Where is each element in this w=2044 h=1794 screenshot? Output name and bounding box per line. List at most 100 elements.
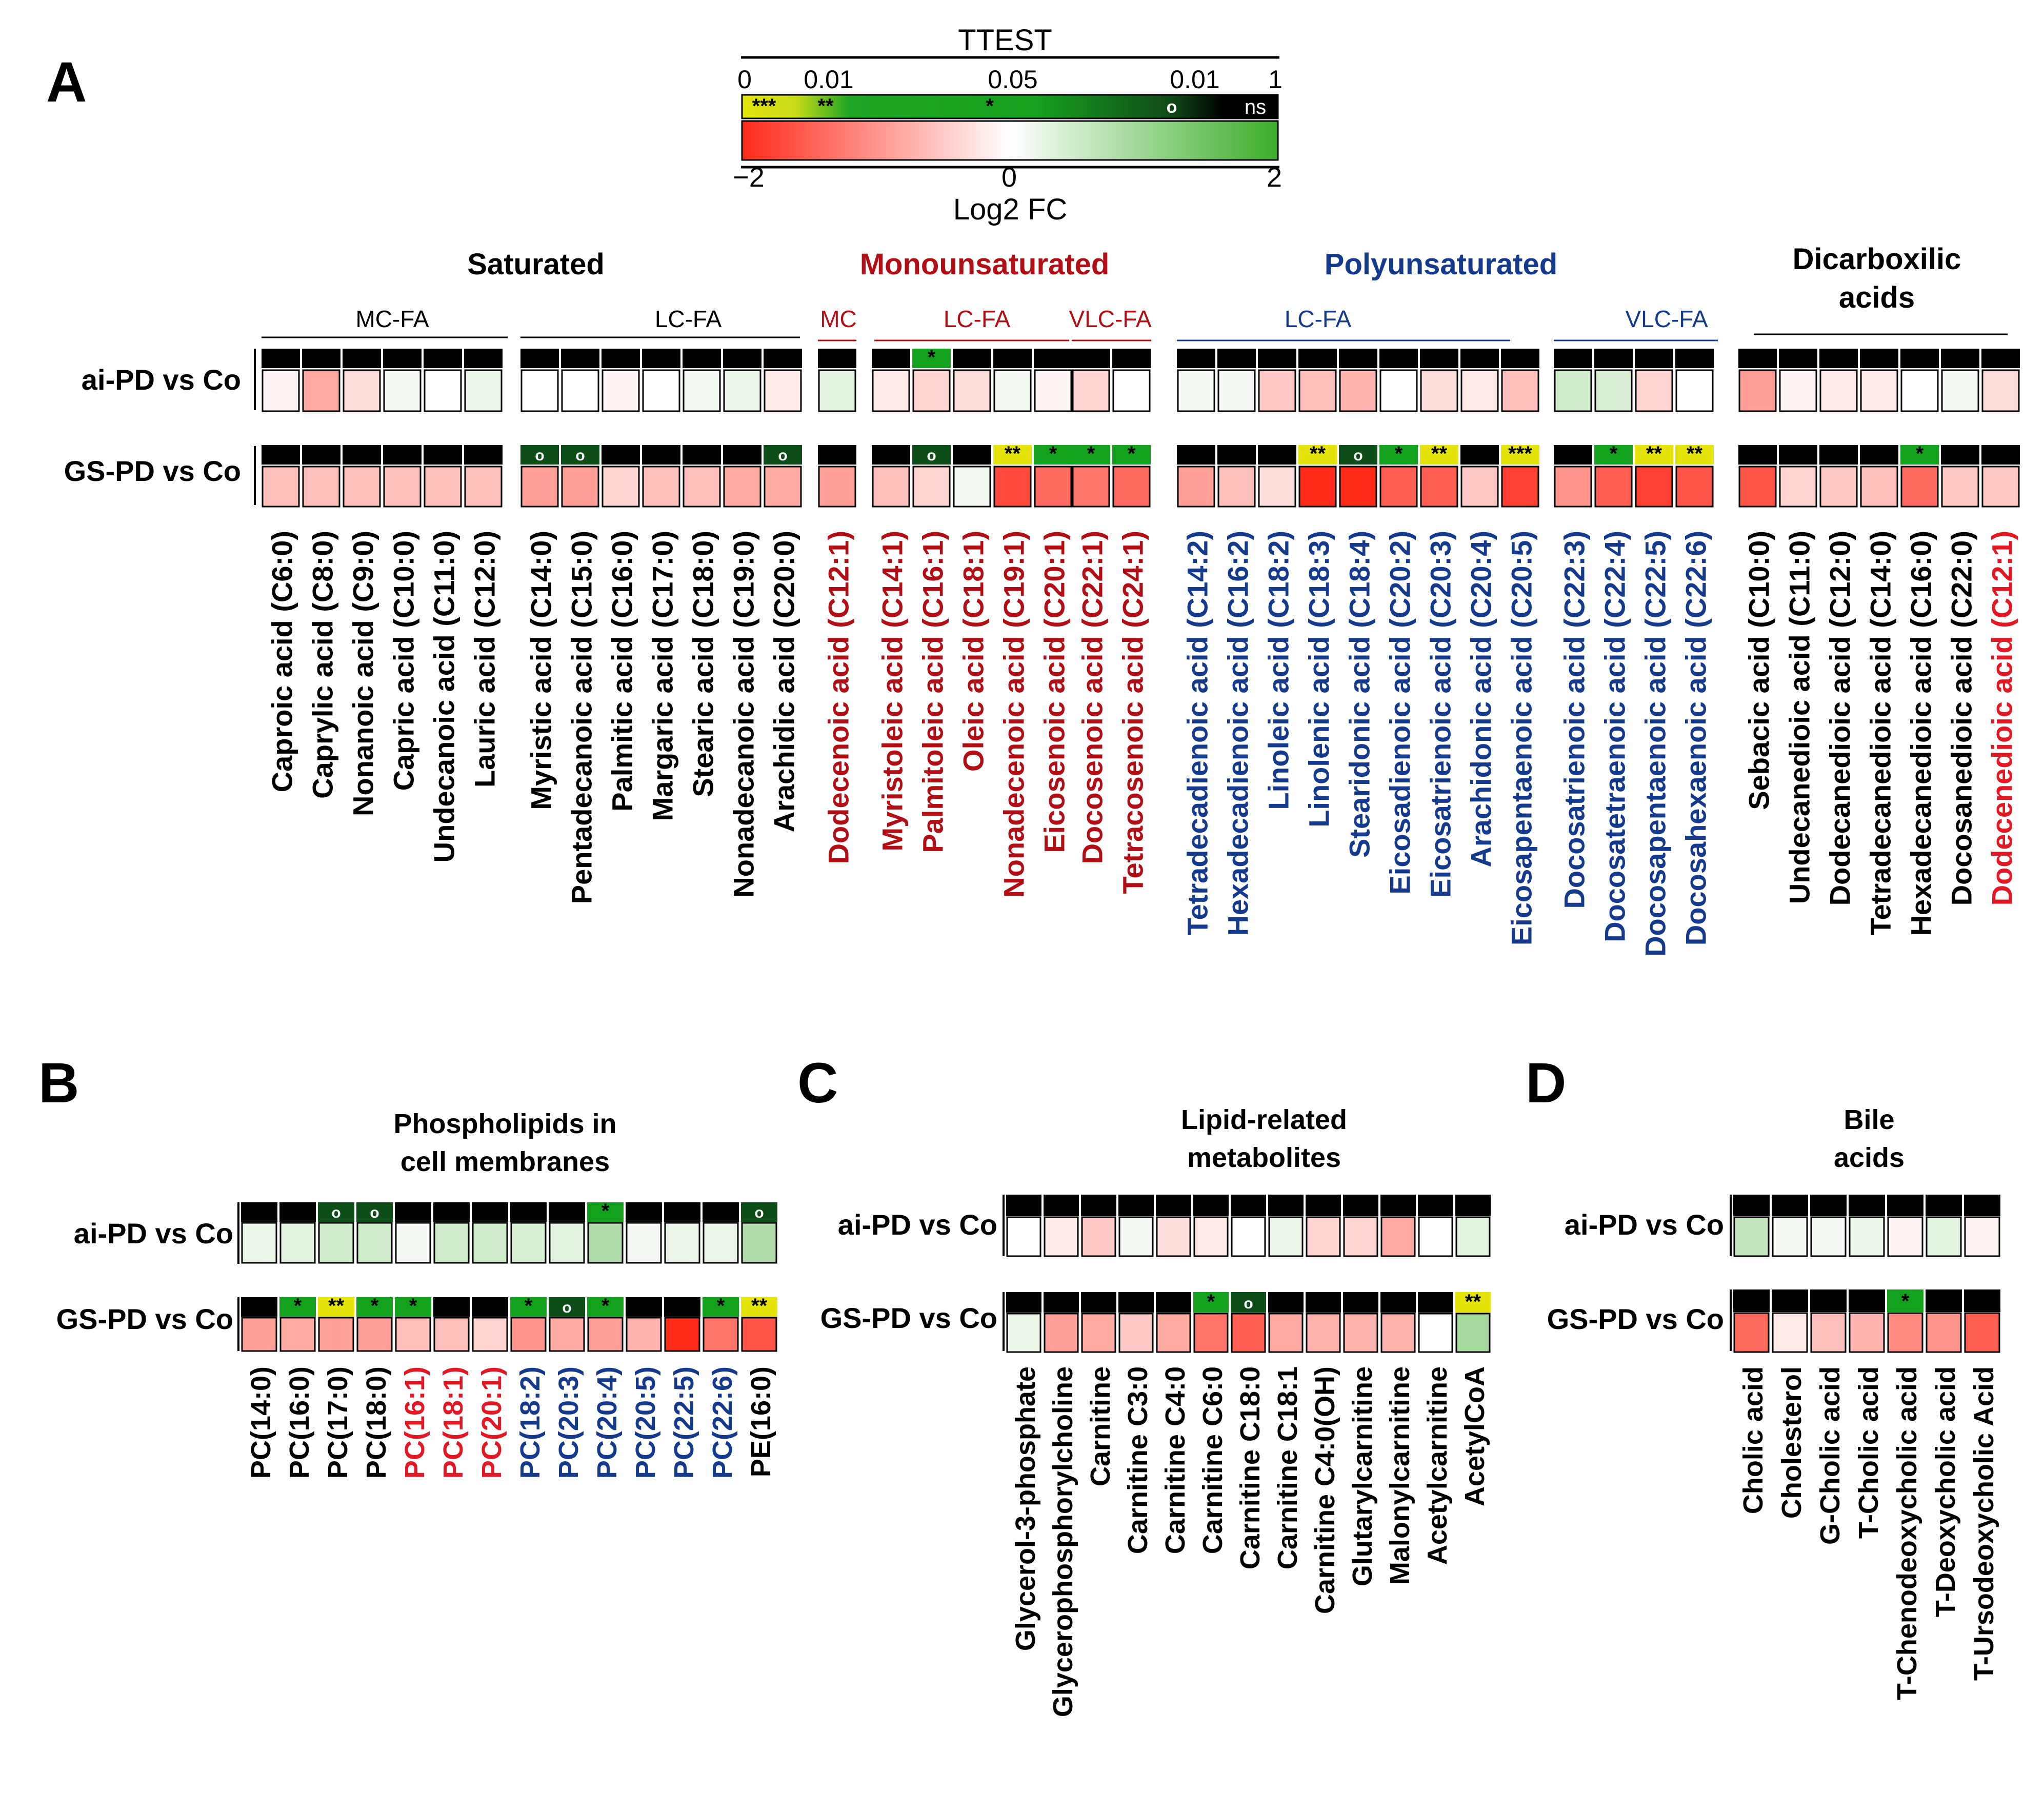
panel-a-poly-6-gs-sig-cell (1635, 445, 1673, 465)
panel-d-column-label: T-Chenodeoxycholic acid (1892, 1366, 1922, 1700)
panel-a-poly-5-gs-fc-cell (1339, 466, 1377, 508)
panel-a-poly-5-gs-sig-cell (1217, 445, 1256, 465)
panel-a-mono-4-ai-fc-cell (1112, 369, 1151, 412)
panel-a-poly-6-column-label: Docosahexaenoic acid (C22:6) (1680, 531, 1712, 945)
panel-b-gs-sig-mark: * (602, 1295, 610, 1317)
panel-a-mono-3-gs-sig-cell (872, 445, 910, 465)
panel-c-gs-sig-cell (1343, 1292, 1378, 1313)
panel-a-sat-0-ai-sig-cell (302, 349, 340, 368)
panel-a-sat-1-ai-sig-cell (602, 349, 640, 368)
panel-a-mono-3-column-label: Palmitoleic acid (C16:1) (917, 531, 949, 853)
legend-pval-tick-2: 0.05 (988, 65, 1037, 94)
panel-a-poly-5-gs-fc-cell (1501, 466, 1539, 508)
panel-c-ai-sig-cell (1418, 1195, 1453, 1216)
panel-a-poly-5-ai-fc-cell (1420, 369, 1458, 412)
panel-b-ai-fc-cell (703, 1222, 739, 1264)
panel-a-mono-3-ai-sig-cell (993, 349, 1032, 368)
panel-b-gs-sig-mark: ** (751, 1295, 768, 1317)
panel-d-gs-sig-cell (1964, 1289, 2000, 1312)
panel-a-dicarb-7-gs-fc-cell (1981, 466, 2020, 508)
panel-d-gs-fc-cell (1772, 1312, 1808, 1353)
panel-b-ai-sig-cell (510, 1202, 547, 1222)
panel-a-letter: A (46, 51, 87, 114)
panel-a-poly-5-gs-sig-mark: ** (1310, 442, 1326, 465)
panel-a-sat-1-gs-sig-mark: o (535, 447, 544, 464)
panel-b-gs-fc-cell (433, 1317, 470, 1352)
panel-a-dicarb-7-gs-sig-mark: * (1916, 442, 1924, 465)
panel-a-mono-4-gs-fc-cell (1072, 466, 1110, 508)
panel-a-mono-3-gs-sig-mark: * (1049, 442, 1057, 465)
panel-c-gs-fc-cell (1118, 1313, 1154, 1353)
panel-b-ai-sig-cell (549, 1202, 585, 1222)
panel-a-poly-6-gs-sig-mark: ** (1646, 442, 1662, 465)
panel-b-column-label: PC(20:3) (553, 1366, 584, 1479)
panel-d-ai-sig-cell (1887, 1195, 1923, 1216)
panel-a-dicarb-7-gs-sig-cell (1900, 445, 1939, 465)
panel-a-sat-1-gs-sig-cell (520, 445, 559, 465)
panel-b-column-label: PC(18:2) (515, 1366, 546, 1479)
panel-a-sat-1-ai-sig-cell (520, 349, 559, 368)
panel-b-column-label: PC(18:1) (438, 1366, 469, 1479)
panel-d-ai-fc-cell (1964, 1216, 2000, 1257)
panel-c-column-label: Carnitine C18:1 (1272, 1366, 1303, 1569)
panel-a-sat-0-column-label: Capric acid (C10:0) (388, 531, 420, 791)
panel-a-poly-6-ai-sig-cell (1635, 349, 1673, 368)
panel-d-gs-sig-cell (1810, 1289, 1847, 1312)
panel-b-gs-fc-cell (510, 1317, 547, 1352)
panel-d-gs-fc-cell (1887, 1312, 1923, 1353)
panel-b-ai-fc-cell (241, 1222, 277, 1264)
legend-pval-tick-0: 0 (737, 65, 752, 94)
panel-a-dicarb-7-ai-sig-cell (1819, 349, 1858, 368)
panel-a-dicarb-7-column-label: Dodecanedioic acid (C12:0) (1824, 531, 1856, 905)
panel-a-sat-1-ai-fc-cell (642, 369, 680, 412)
panel-a-dicarb-7-gs-fc-cell (1900, 466, 1939, 508)
panel-c-ai-sig-cell (1044, 1195, 1079, 1216)
panel-b-gs-sig-cell (318, 1297, 354, 1317)
panel-c-ai-fc-cell (1193, 1216, 1229, 1257)
panel-c-ai-fc-cell (1231, 1216, 1266, 1257)
panel-a-poly-5-gs-fc-cell (1217, 466, 1256, 508)
panel-c-ai-sig-cell (1343, 1195, 1378, 1216)
panel-a-sat-0-ai-sig-cell (424, 349, 462, 368)
panel-b-gs-sig-cell (472, 1297, 508, 1317)
panel-c-gs-fc-cell (1380, 1313, 1416, 1353)
panel-b-column-label: PC(16:0) (284, 1366, 315, 1479)
panel-a-poly-6-column-label: Docosatrienoic acid (C22:3) (1558, 531, 1591, 909)
panel-a-mono-3-gs-fc-cell (953, 466, 991, 508)
panel-d-row-label-gs: GS-PD vs Co (1547, 1303, 1724, 1335)
panel-a-sat-1-ai-sig-cell (723, 349, 762, 368)
legend: TTEST 0 0.01 0.05 0.01 1 *** ** * o ns −… (733, 24, 1282, 226)
panel-d-gs-sig-cell (1887, 1289, 1923, 1312)
panel-a-dicarb-7-gs-fc-cell (1738, 466, 1777, 508)
panel-a-poly-5-column-label: Hexadecadienoic acid (C16:2) (1222, 531, 1254, 936)
panel-a-poly-6-gs-sig-cell (1675, 445, 1714, 465)
panel-a-dicarb-7-column-label: Sebacic acid (C10:0) (1743, 531, 1775, 810)
panel-a-sat-0-gs-fc-cell (464, 466, 503, 508)
panel-a-poly-5-column-label: Eicosatrienoic acid (C20:3) (1425, 531, 1457, 898)
group-title-dicarboxilic-line1: Dicarboxilic (1793, 243, 1961, 276)
panel-d-gs-sig-cell (1772, 1289, 1808, 1312)
panel-a-mono-3-ai-sig-mark: * (928, 346, 936, 369)
panel-c-gs-sig-cell (1231, 1292, 1266, 1313)
panel-a-poly-5-ai-sig-cell (1177, 349, 1215, 368)
panel-c-gs-fc-cell (1306, 1313, 1341, 1353)
panel-a-poly-5-gs-sig-cell (1460, 445, 1499, 465)
panel-c-ai-fc-cell (1081, 1216, 1116, 1257)
panel-c-gs-sig-cell (1418, 1292, 1453, 1313)
panel-c-column-label: Acetylcarnitine (1422, 1366, 1453, 1565)
panel-b-ai-fc-cell (549, 1222, 585, 1264)
panel-b-gs-sig-cell (703, 1297, 739, 1317)
panel-a-sat-1-gs-sig-cell (642, 445, 680, 465)
panel-a-mono-3-column-label: Eicosenoic acid (C20:1) (1038, 531, 1071, 853)
panel-a-poly-5-gs-sig-mark: *** (1508, 442, 1532, 465)
panel-c-ai-sig-cell (1231, 1195, 1266, 1216)
panel-c-gs-sig-cell (1380, 1292, 1416, 1313)
panel-a-poly-5-ai-sig-cell (1379, 349, 1418, 368)
panel-c-column-label: Glutarylcarnitine (1347, 1366, 1378, 1586)
panel-a-mono-4-gs-sig-cell (1112, 445, 1151, 465)
panel-d-column-label: G-Cholic acid (1815, 1366, 1846, 1545)
panel-c-letter: C (797, 1052, 838, 1115)
panel-b-column-label: PC(18:0) (361, 1366, 392, 1479)
panel-b-gs-sig-mark: * (409, 1295, 417, 1317)
panel-a-mono-3-gs-sig-mark: ** (1005, 442, 1021, 465)
